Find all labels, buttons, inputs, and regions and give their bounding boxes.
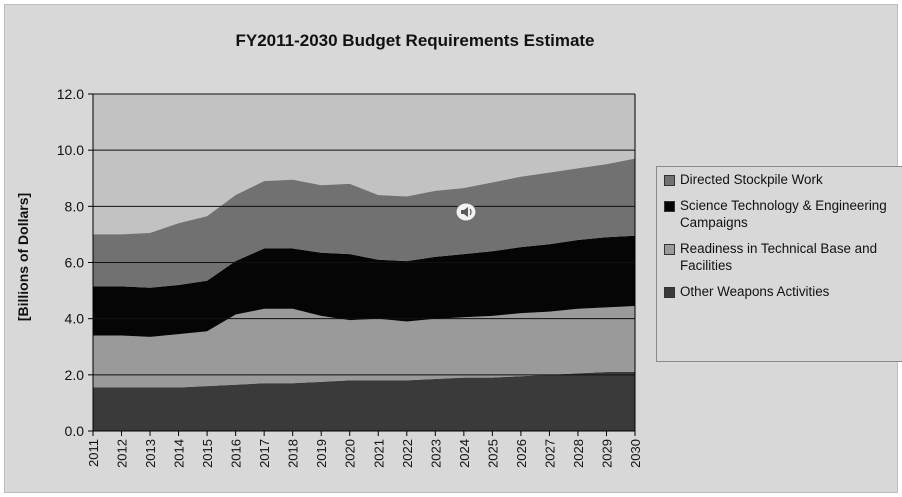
y-tick-label: 8.0 bbox=[65, 198, 85, 214]
x-tick-label: 2026 bbox=[514, 439, 529, 468]
legend: Directed Stockpile Work Science Technolo… bbox=[656, 166, 902, 362]
x-tick-label: 2018 bbox=[286, 439, 301, 468]
y-tick-label: 0.0 bbox=[65, 423, 85, 439]
y-tick-label: 10.0 bbox=[57, 142, 84, 158]
legend-swatch bbox=[664, 244, 675, 255]
area-series-other-weapons-activities bbox=[93, 372, 635, 431]
legend-label: Readiness in Technical Base and Faciliti… bbox=[680, 241, 878, 273]
area-series-directed-stockpile-work bbox=[93, 158, 635, 288]
x-tick-label: 2012 bbox=[115, 439, 130, 468]
area-series-science-technology-engineering-campaigns bbox=[93, 235, 635, 337]
x-tick-label: 2016 bbox=[229, 439, 244, 468]
legend-label: Directed Stockpile Work bbox=[680, 172, 823, 187]
legend-swatch bbox=[664, 287, 675, 298]
legend-item-science-technology-engineering: Science Technology & Engineering Campaig… bbox=[664, 197, 900, 231]
legend-item-directed-stockpile-work: Directed Stockpile Work bbox=[664, 171, 900, 188]
x-tick-label: 2011 bbox=[86, 439, 101, 467]
x-tick-label: 2024 bbox=[457, 439, 472, 468]
legend-label: Other Weapons Activities bbox=[680, 284, 830, 299]
chart-title: FY2011-2030 Budget Requirements Estimate bbox=[235, 31, 595, 50]
y-tick-label: 2.0 bbox=[65, 367, 85, 383]
x-tick-label: 2019 bbox=[314, 439, 329, 468]
x-tick-label: 2023 bbox=[428, 439, 443, 468]
x-tick-label: 2013 bbox=[143, 439, 158, 468]
x-tick-label: 2025 bbox=[485, 439, 500, 468]
x-tick-label: 2017 bbox=[257, 439, 272, 468]
area-series-readiness-in-technical-base-and-facilities bbox=[93, 306, 635, 388]
x-tick-label: 2014 bbox=[172, 439, 187, 468]
x-tick-label: 2028 bbox=[571, 439, 586, 468]
y-tick-label: 6.0 bbox=[65, 255, 85, 271]
y-axis-label: [Billions of Dollars] bbox=[15, 192, 31, 322]
x-tick-label: 2029 bbox=[599, 439, 614, 468]
x-tick-label: 2027 bbox=[542, 439, 557, 468]
legend-swatch bbox=[664, 175, 675, 186]
legend-item-readiness: Readiness in Technical Base and Faciliti… bbox=[664, 240, 900, 274]
x-tick-label: 2022 bbox=[400, 439, 415, 468]
x-tick-label: 2030 bbox=[628, 439, 643, 468]
legend-label: Science Technology & Engineering Campaig… bbox=[680, 198, 887, 230]
y-tick-label: 12.0 bbox=[57, 86, 84, 102]
x-tick-label: 2020 bbox=[343, 439, 358, 468]
legend-item-other-weapons-activities: Other Weapons Activities bbox=[664, 283, 900, 300]
chart-frame: 0.0 2.0 4.0 6.0 8.0 10.0 12.0 2011 2012 2013 2014 2… bbox=[4, 4, 902, 493]
x-tick-label: 2021 bbox=[371, 439, 386, 468]
chart-canvas: 0.0 2.0 4.0 6.0 8.0 10.0 12.0 2011 2012 2013 2014 2… bbox=[57, 86, 643, 468]
x-tick-label: 2015 bbox=[200, 439, 215, 468]
y-tick-label: 4.0 bbox=[65, 311, 85, 327]
speaker-icon[interactable] bbox=[455, 202, 477, 222]
legend-swatch bbox=[664, 201, 675, 212]
